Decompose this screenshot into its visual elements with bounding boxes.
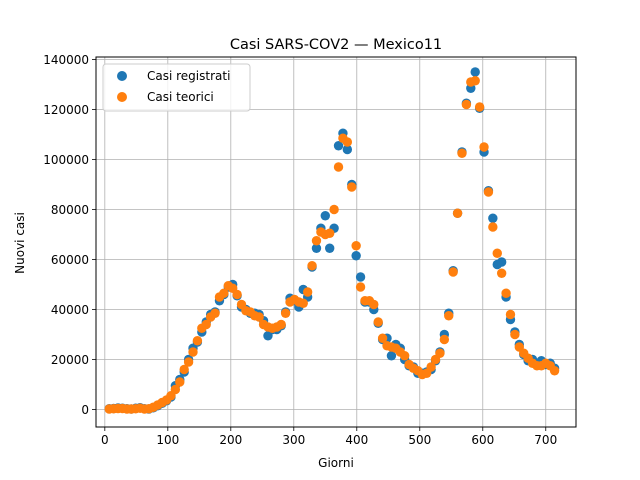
data-point-casi-teorici <box>311 236 322 246</box>
data-point-casi-teorici <box>347 182 357 192</box>
data-point-casi-teorici <box>183 357 194 367</box>
x-tick-label: 300 <box>282 433 305 447</box>
data-point-casi-teorici <box>201 319 211 330</box>
data-point-casi-registrati <box>342 144 353 155</box>
data-point-casi-registrati <box>386 351 397 361</box>
y-tick-label: 60000 <box>51 253 89 267</box>
data-point-casi-teorici <box>307 261 317 271</box>
data-point-casi-teorici <box>355 282 366 292</box>
data-point-casi-teorici <box>479 142 489 152</box>
y-axis-label: Nuovi casi <box>13 212 27 274</box>
data-point-casi-teorici <box>474 102 485 112</box>
data-point-casi-registrati <box>355 272 366 282</box>
data-point-casi-registrati <box>496 257 507 267</box>
data-point-casi-teorici <box>439 334 450 345</box>
data-point-casi-teorici <box>302 287 313 297</box>
y-tick-label: 80000 <box>51 203 89 217</box>
data-point-casi-registrati <box>488 213 498 223</box>
series-casi-registrati <box>104 67 560 414</box>
data-point-casi-teorici <box>426 362 436 372</box>
data-point-casi-registrati <box>320 211 330 221</box>
data-point-casi-teorici <box>461 99 472 110</box>
plot-area-frame <box>95 56 577 428</box>
data-point-casi-registrati <box>333 141 344 151</box>
data-point-casi-teorici <box>280 308 291 318</box>
data-point-casi-teorici <box>399 351 410 361</box>
data-point-casi-teorici <box>170 384 181 395</box>
legend-label-casi-registrati: Casi registrati <box>147 69 230 83</box>
y-tick-label: 40000 <box>51 303 89 317</box>
data-point-casi-teorici <box>351 241 361 251</box>
y-tick-label: 20000 <box>51 353 89 367</box>
data-point-casi-teorici <box>510 329 520 340</box>
data-point-casi-teorici <box>457 148 467 158</box>
data-point-casi-teorici <box>448 267 458 277</box>
x-tick-label: 0 <box>101 433 109 447</box>
legend-marker-casi-teorici <box>117 92 127 102</box>
data-point-casi-registrati <box>325 243 335 253</box>
data-point-casi-teorici <box>369 299 379 310</box>
x-tick-label: 200 <box>219 433 242 447</box>
data-point-casi-teorici <box>179 364 189 375</box>
y-tick-label: 140000 <box>43 53 89 67</box>
data-point-casi-teorici <box>492 248 502 258</box>
data-point-casi-teorici <box>276 319 286 330</box>
data-point-casi-teorici <box>329 204 339 215</box>
y-tick-label: 120000 <box>43 103 89 117</box>
x-axis-ticks: 0 100 200 300 400 500 600 700 <box>101 427 557 447</box>
data-point-casi-teorici <box>298 298 308 308</box>
legend-label-casi-teorici: Casi teorici <box>147 90 214 104</box>
data-point-casi-teorici <box>435 348 445 358</box>
data-point-casi-teorici <box>192 336 203 346</box>
data-point-casi-teorici <box>488 222 498 232</box>
data-point-casi-teorici <box>210 308 220 318</box>
x-tick-label: 700 <box>534 433 557 447</box>
y-tick-label: 100000 <box>43 153 89 167</box>
legend: Casi registrati Casi teorici <box>102 63 251 112</box>
data-point-casi-teorici <box>219 288 229 298</box>
data-point-casi-registrati <box>470 67 480 77</box>
data-point-casi-teorici <box>342 137 353 147</box>
data-point-casi-teorici <box>254 312 264 322</box>
legend-box <box>102 63 251 112</box>
data-point-casi-teorici <box>483 187 494 197</box>
x-tick-label: 600 <box>471 433 494 447</box>
data-points <box>104 67 560 414</box>
data-point-casi-teorici <box>325 228 335 238</box>
x-tick-label: 500 <box>408 433 431 447</box>
x-tick-label: 100 <box>156 433 179 447</box>
x-axis-label: Giorni <box>318 456 354 470</box>
data-point-casi-teorici <box>232 289 242 300</box>
data-point-casi-teorici <box>501 288 511 298</box>
data-point-casi-teorici <box>470 76 480 86</box>
data-point-casi-teorici <box>444 311 454 321</box>
grid <box>96 57 576 427</box>
data-point-casi-teorici <box>377 333 388 343</box>
chart-title: Casi SARS-COV2 — Mexico11 <box>230 37 442 53</box>
x-tick-label: 400 <box>345 433 368 447</box>
legend-marker-casi-registrati <box>117 71 127 81</box>
data-point-casi-teorici <box>452 208 463 218</box>
data-point-casi-teorici <box>496 268 507 278</box>
data-point-casi-teorici <box>549 366 560 376</box>
data-point-casi-teorici <box>333 162 344 172</box>
data-point-casi-teorici <box>188 347 198 357</box>
series-casi-teorici <box>104 76 560 414</box>
data-point-casi-teorici <box>373 317 383 327</box>
data-point-casi-registrati <box>311 243 322 253</box>
y-tick-label: 0 <box>81 403 89 417</box>
y-axis-ticks: 0 20000 40000 60000 80000 100000 120000 140000 <box>43 53 96 417</box>
data-point-casi-teorici <box>175 377 185 387</box>
data-point-casi-registrati <box>351 251 361 261</box>
data-point-casi-teorici <box>505 309 516 320</box>
